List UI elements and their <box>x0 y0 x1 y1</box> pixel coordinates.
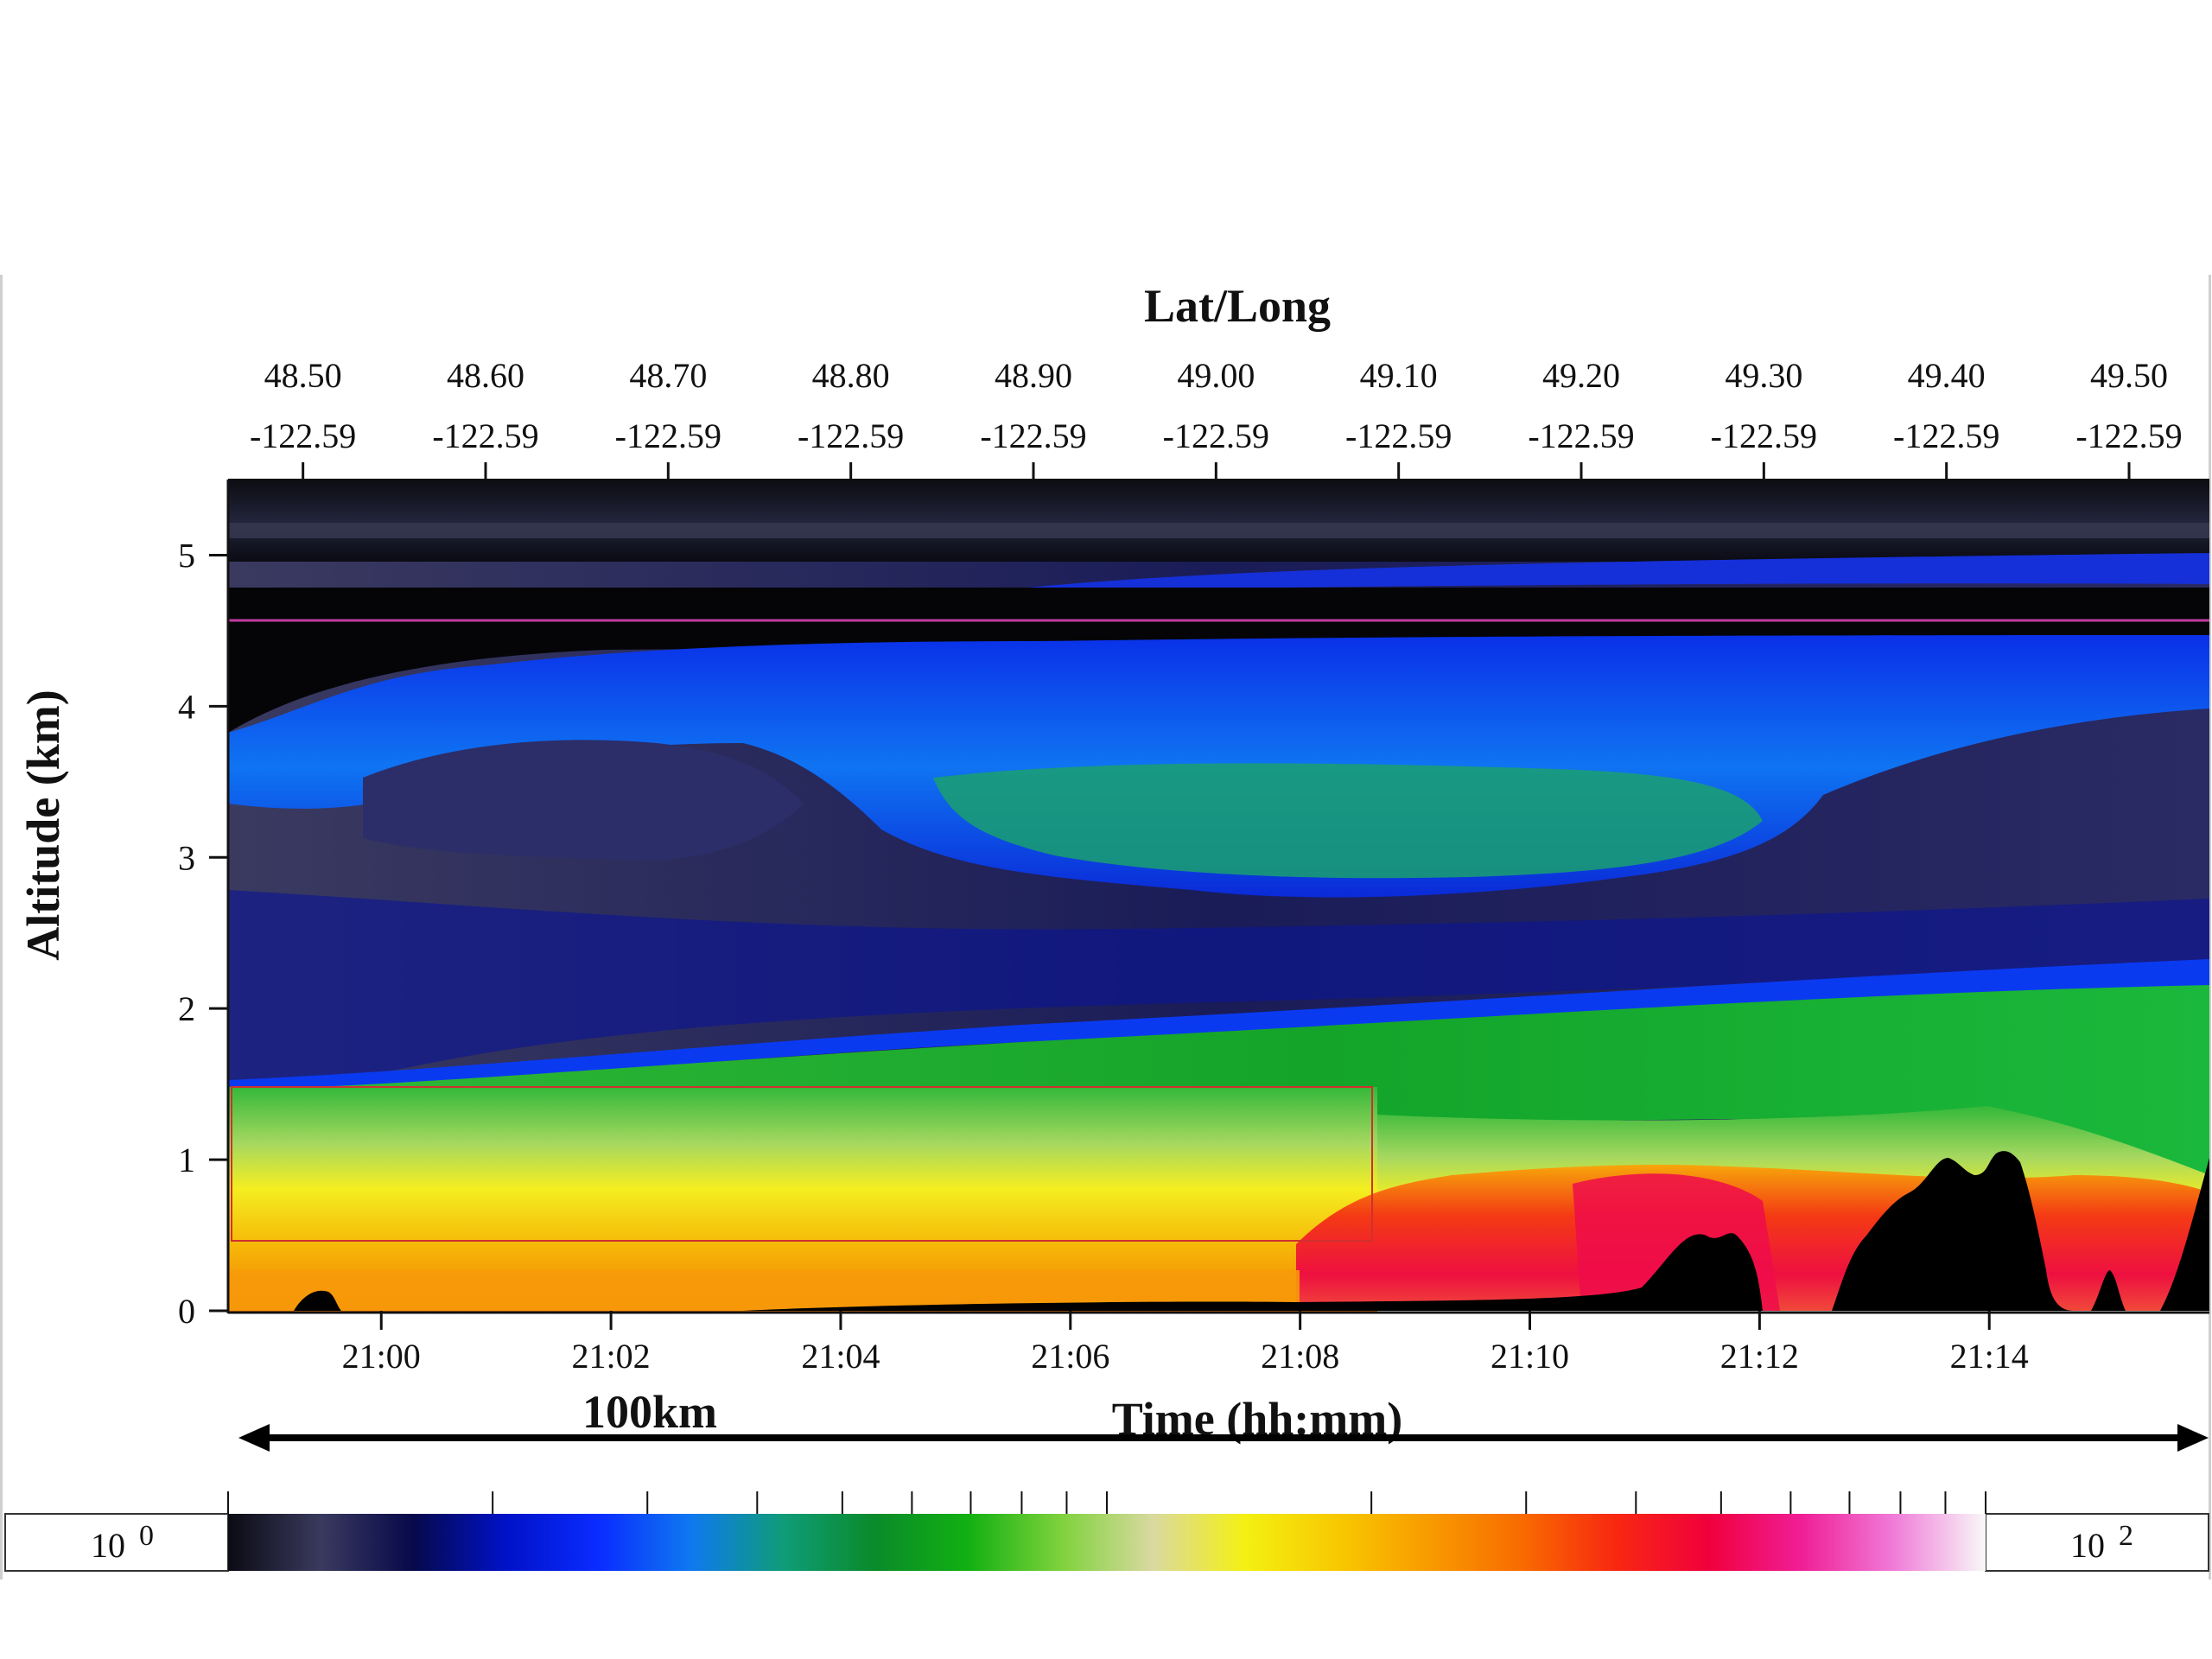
x-tick-label: 21:12 <box>1720 1337 1799 1376</box>
green-mixed-layer <box>228 985 2209 1175</box>
upper-sky-layer <box>228 480 2209 562</box>
y-tick-label: 5 <box>178 536 195 575</box>
lidar-backscatter-heatmap <box>228 480 2209 1313</box>
latitude-tick-label: 49.00 <box>1177 356 1255 395</box>
y-tick-label: 3 <box>178 838 195 877</box>
latitude-tick-label: 48.60 <box>447 356 524 395</box>
dark-pocket-left <box>363 740 804 861</box>
longitude-tick-label: -122.59 <box>798 416 904 455</box>
colorbar-ticks <box>227 1491 1986 1514</box>
x-tick-label: 21:04 <box>801 1337 880 1376</box>
longitude-tick-label: -122.59 <box>1345 416 1452 455</box>
distance-arrow-left-head <box>238 1424 270 1452</box>
longitude-tick-label: -122.59 <box>2075 416 2182 455</box>
latitude-tick-label: 48.90 <box>995 356 1072 395</box>
distance-arrow-right-head <box>2177 1424 2209 1452</box>
latitude-tick-label: 49.20 <box>1542 356 1620 395</box>
left-frame-line <box>0 275 3 1580</box>
distance-label: 100km <box>582 1386 717 1438</box>
terrain-silhouette <box>228 1151 2209 1311</box>
colorbar-gradient <box>228 1514 1986 1571</box>
colorbar-max-label: 10 2 <box>2070 1520 2133 1565</box>
x-tick-label: 21:10 <box>1491 1337 1569 1376</box>
colorbar-max-exponent: 2 <box>2119 1520 2133 1552</box>
longitude-tick-label: -122.59 <box>980 416 1086 455</box>
colorbar-min-exponent: 0 <box>139 1520 154 1552</box>
longitude-tick-label: -122.59 <box>250 416 356 455</box>
upper-thin-blue-layer <box>1028 553 2209 591</box>
black-gap-lower <box>228 629 2209 733</box>
mid-dark-blue-band <box>228 890 2209 1089</box>
longitude-tick-label: -122.59 <box>1163 416 1269 455</box>
top-axis-label: Lat/Long <box>1144 280 1331 332</box>
latitude-tick-label: 48.80 <box>812 356 890 395</box>
black-gap-layer <box>228 588 2209 629</box>
latitude-tick-label: 49.10 <box>1360 356 1438 395</box>
teal-core-layer <box>933 763 1763 879</box>
latitude-tick-label: 49.30 <box>1725 356 1802 395</box>
y-ticks: 0 1 2 3 4 5 <box>178 536 228 1331</box>
colorbar-left-box <box>4 1513 229 1572</box>
y-tick-label: 2 <box>178 989 195 1028</box>
longitude-tick-label: -122.59 <box>432 416 538 455</box>
x-tick-label: 21:02 <box>572 1337 651 1376</box>
upper-gray-band <box>228 523 2209 538</box>
longitude-tick-label: -122.59 <box>1893 416 1999 455</box>
colorbar-right-box <box>1985 1513 2209 1572</box>
y-tick-label: 1 <box>178 1141 195 1179</box>
y-tick-label: 4 <box>178 687 195 726</box>
x-tick-label: 21:08 <box>1261 1337 1339 1376</box>
x-tick-label: 21:14 <box>1950 1337 2029 1376</box>
distance-scale: 100km <box>238 1386 2209 1452</box>
latitude-tick-label: 49.40 <box>1908 356 1986 395</box>
longitude-tick-label: -122.59 <box>615 416 721 455</box>
longitude-tick-label: -122.59 <box>1528 416 1634 455</box>
latitude-tick-label: 48.70 <box>629 356 707 395</box>
top-lat-long-ticks: 48.50 -122.59 48.60 -122.59 48.70 -122.59 48.8… <box>250 356 2183 480</box>
x-tick-label: 21:00 <box>342 1337 421 1376</box>
y-tick-label: 0 <box>178 1292 195 1331</box>
x-tick-label: 21:06 <box>1031 1337 1109 1376</box>
y-axis-label: Altitude (km) <box>17 690 69 960</box>
colorbar-min-label: 10 0 <box>91 1520 154 1565</box>
boundary-layer-box <box>231 1086 1373 1242</box>
latitude-tick-label: 48.50 <box>264 356 342 395</box>
longitude-tick-label: -122.59 <box>1711 416 1817 455</box>
right-frame-line <box>2209 275 2211 1580</box>
latitude-tick-label: 49.50 <box>2090 356 2168 395</box>
x-ticks: 21:00 21:02 21:04 21:06 21:08 21:10 21:12 21:14 <box>342 1311 2029 1376</box>
blue-boundary-band <box>228 959 2209 1099</box>
colorbar: 10 0 10 2 <box>4 1491 2209 1572</box>
